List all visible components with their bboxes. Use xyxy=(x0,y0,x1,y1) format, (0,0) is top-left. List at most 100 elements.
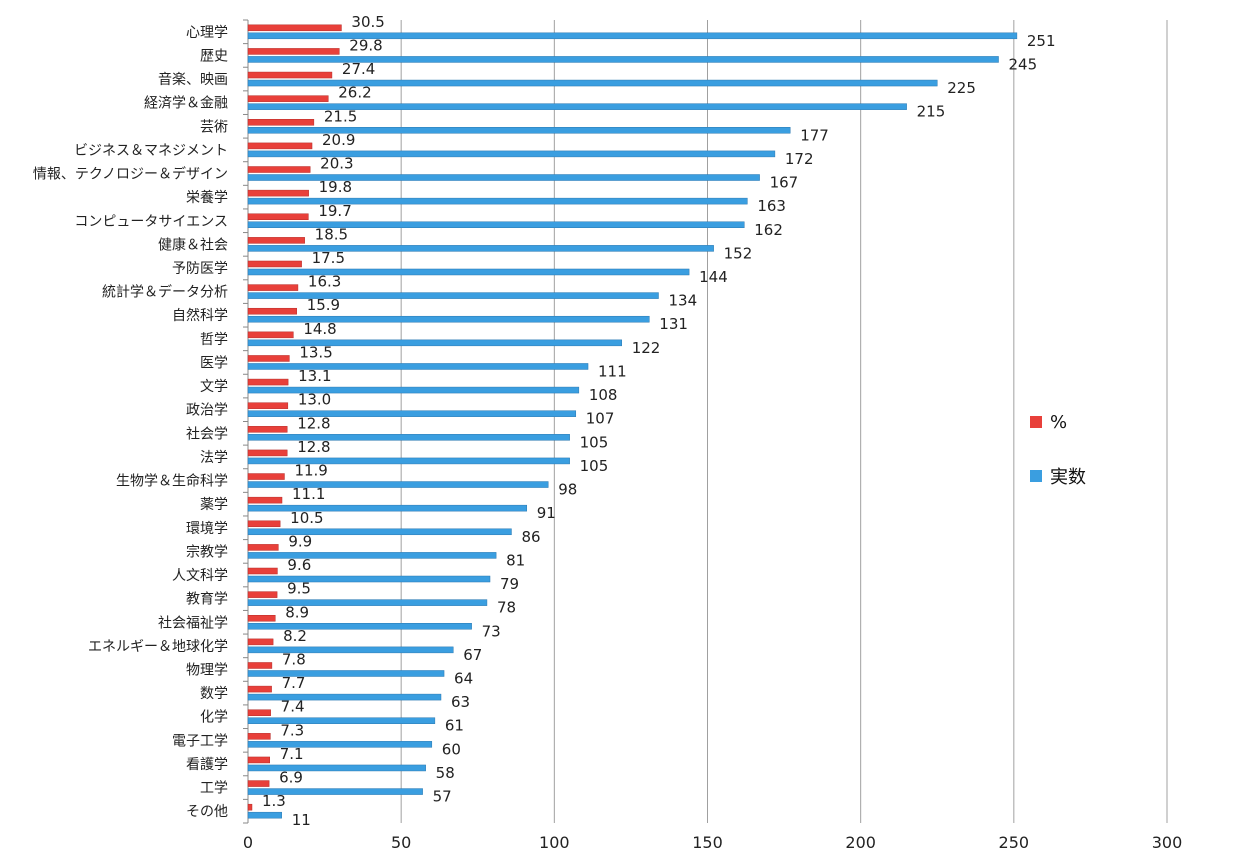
data-label-percent: 14.8 xyxy=(303,320,336,338)
category-label: その他 xyxy=(186,804,228,820)
bar-count xyxy=(247,410,577,417)
category-label: 化学 xyxy=(200,710,228,726)
bar-percent xyxy=(247,119,315,126)
bar-percent xyxy=(247,591,278,598)
bar-count xyxy=(247,292,659,299)
data-label-count: 57 xyxy=(433,788,452,806)
data-label-percent: 13.0 xyxy=(298,391,331,409)
category-label: 法学 xyxy=(200,450,228,466)
data-label-percent: 13.5 xyxy=(299,343,332,361)
bar-percent xyxy=(247,189,309,197)
bar-percent xyxy=(247,709,271,716)
bar-count xyxy=(247,481,549,488)
data-label-percent: 7.3 xyxy=(280,721,304,739)
data-label-count: 177 xyxy=(800,126,829,144)
data-label-count: 63 xyxy=(451,693,470,711)
data-label-count: 67 xyxy=(463,646,482,664)
legend-item-count: 実数 xyxy=(1030,464,1140,488)
bar-percent xyxy=(247,307,297,315)
data-label-count: 105 xyxy=(580,433,609,451)
category-label: 歴史 xyxy=(200,48,228,64)
category-label: 教育学 xyxy=(186,592,228,608)
data-label-percent: 11.1 xyxy=(292,485,325,503)
bar-percent xyxy=(247,473,285,480)
data-label-count: 111 xyxy=(598,362,627,380)
bar-count xyxy=(247,552,497,559)
bar-count xyxy=(247,504,528,512)
bar-count xyxy=(247,174,760,181)
data-label-percent: 21.5 xyxy=(324,107,357,125)
data-label-percent: 12.8 xyxy=(297,438,330,456)
bar-percent xyxy=(247,95,329,102)
bar-count xyxy=(247,386,580,394)
data-label-count: 172 xyxy=(785,150,814,168)
category-label: 芸術 xyxy=(200,119,228,135)
bar-count xyxy=(247,670,445,677)
data-label-percent: 16.3 xyxy=(308,273,341,291)
bar-percent xyxy=(247,638,274,646)
category-label: 物理学 xyxy=(186,662,228,678)
data-label-percent: 17.5 xyxy=(312,249,345,267)
bar-percent xyxy=(247,142,313,150)
bar-percent xyxy=(247,567,278,575)
bar-count xyxy=(247,56,999,63)
category-label: 工学 xyxy=(200,781,228,797)
x-tick-label: 50 xyxy=(391,833,411,852)
legend-item-percent: % xyxy=(1030,410,1140,434)
bar-count xyxy=(247,623,472,630)
category-label: 社会学 xyxy=(186,426,228,442)
category-label: 薬学 xyxy=(200,497,228,513)
data-label-percent: 1.3 xyxy=(262,792,286,810)
bar-count xyxy=(247,646,454,654)
bar-count xyxy=(247,150,776,158)
category-label: 文学 xyxy=(200,379,228,395)
legend-label-count: 実数 xyxy=(1050,467,1086,488)
bar-count xyxy=(247,245,714,252)
category-label: コンピュータサイエンス xyxy=(74,214,228,230)
bar-count xyxy=(247,79,938,87)
data-label-count: 163 xyxy=(757,197,786,215)
bar-percent xyxy=(247,237,305,244)
data-label-count: 91 xyxy=(537,504,556,522)
category-label: 政治学 xyxy=(186,403,228,419)
data-label-count: 81 xyxy=(506,551,525,569)
category-label: 哲学 xyxy=(200,332,228,348)
bar-percent xyxy=(247,544,279,551)
data-label-count: 73 xyxy=(482,622,501,640)
bar-percent xyxy=(247,24,342,32)
data-label-percent: 26.2 xyxy=(338,84,371,102)
x-tick-label: 150 xyxy=(692,833,723,852)
category-label: 情報、テクノロジー＆デザイン xyxy=(33,166,228,183)
data-label-count: 167 xyxy=(770,174,799,192)
bar-count xyxy=(247,197,748,205)
data-label-count: 86 xyxy=(521,528,540,546)
data-label-count: 58 xyxy=(436,764,455,782)
data-label-percent: 8.9 xyxy=(285,603,309,621)
data-label-count: 78 xyxy=(497,599,516,617)
category-label: エネルギー＆地球化学 xyxy=(88,639,228,655)
x-tick-label: 200 xyxy=(845,833,876,852)
data-label-count: 107 xyxy=(586,410,615,428)
data-label-count: 225 xyxy=(947,79,976,97)
bar-count xyxy=(247,693,442,701)
data-label-percent: 19.8 xyxy=(319,178,352,196)
category-label: 心理学 xyxy=(186,25,228,41)
legend: % 実数 xyxy=(1030,410,1140,518)
bar-percent xyxy=(247,803,253,811)
category-label: 音楽、映画 xyxy=(158,71,228,88)
data-label-count: 144 xyxy=(699,268,728,286)
bar-count xyxy=(247,103,907,110)
category-label: 健康＆社会 xyxy=(158,236,228,253)
data-label-percent: 6.9 xyxy=(279,769,303,787)
x-tick-label: 300 xyxy=(1152,833,1183,852)
data-label-percent: 8.2 xyxy=(283,627,307,645)
bar-count xyxy=(247,32,1018,40)
bar-percent xyxy=(247,615,276,622)
bar-percent xyxy=(247,426,288,433)
bar-percent xyxy=(247,496,283,504)
data-label-percent: 9.6 xyxy=(287,556,311,574)
x-tick-label: 100 xyxy=(539,833,570,852)
bar-count xyxy=(247,717,436,724)
bar-percent xyxy=(247,331,294,339)
